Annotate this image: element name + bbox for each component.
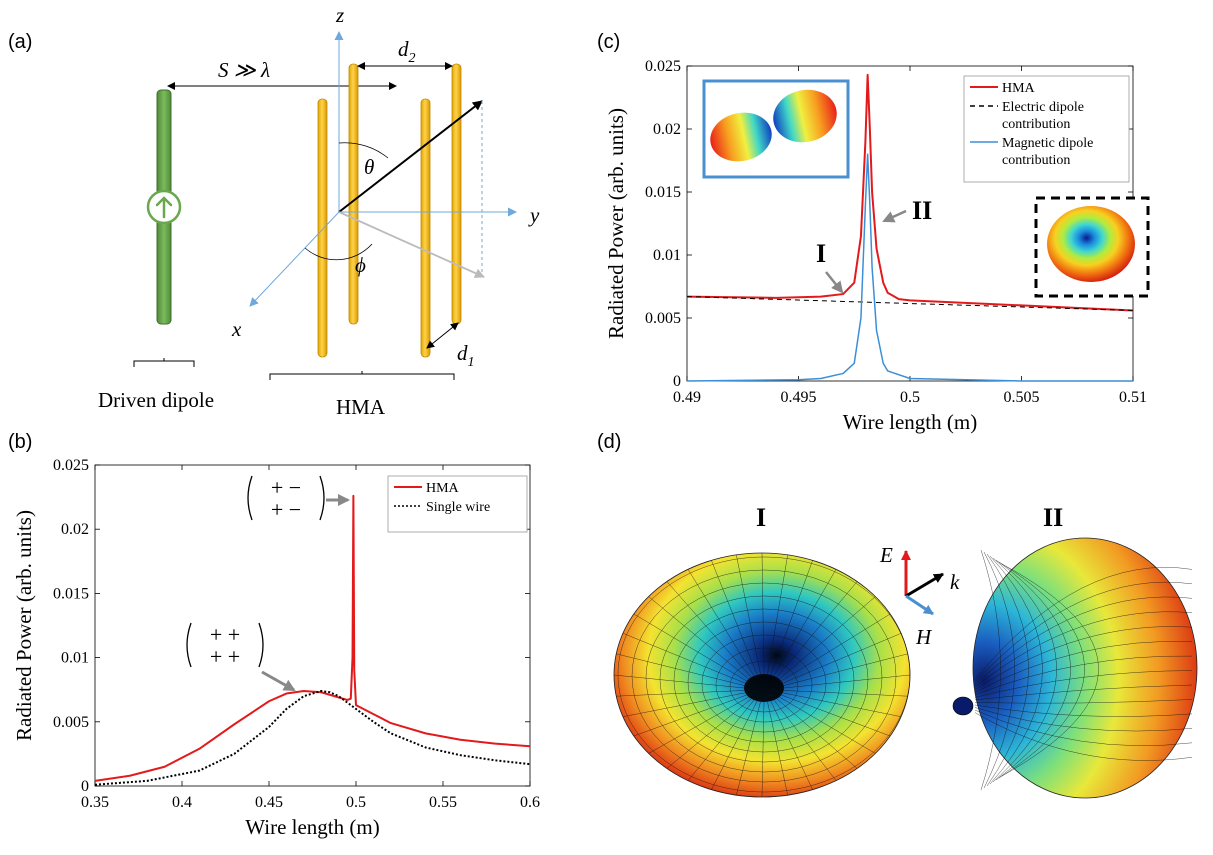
label-II: II bbox=[1043, 503, 1063, 532]
chart-b-annotation-row1: + − bbox=[271, 475, 301, 500]
chart-b-annotation-arrow bbox=[261, 670, 296, 692]
chart-c-ytick-label: 0.005 bbox=[645, 310, 681, 327]
chart-b-xlabel: Wire length (m) bbox=[245, 815, 379, 839]
projection-vector bbox=[338, 211, 485, 278]
chart-b-ytick-label: 0.01 bbox=[61, 650, 89, 667]
hma-bracket bbox=[269, 371, 455, 380]
pattern-I bbox=[613, 552, 911, 798]
pattern-II bbox=[952, 537, 1198, 799]
panel-b-label: (b) bbox=[8, 431, 32, 453]
chart-b-annotation-row1: + + bbox=[210, 622, 240, 647]
chart-b-annotation-row2: + + bbox=[210, 644, 240, 669]
hma-label: HMA bbox=[336, 395, 386, 419]
chart-b-xtick-label: 0.6 bbox=[520, 794, 540, 811]
chart-b-ytick-label: 0 bbox=[81, 778, 89, 795]
chart-b-legend-label: Single wire bbox=[426, 500, 490, 515]
d1-arrow bbox=[426, 322, 459, 349]
panel-c: (c) 0.49 0.495 0.5 0.505 0.51 0 0.005 0.01 0.015… bbox=[597, 31, 1150, 434]
chart-b-xtick-label: 0.4 bbox=[172, 794, 192, 811]
chart-c-series-1 bbox=[686, 296, 1134, 311]
chart-c-legend bbox=[963, 75, 1130, 183]
chart-b-ytick-label: 0.02 bbox=[61, 521, 89, 538]
chart-c-ytick-label: 0.02 bbox=[653, 121, 681, 138]
driven-dipole bbox=[146, 89, 182, 325]
separation-label: S ≫ λ bbox=[218, 58, 270, 82]
chart-c-series-2 bbox=[686, 153, 1133, 382]
chart-c-series-0 bbox=[686, 73, 1134, 312]
chart-c-xtick-label: 0.49 bbox=[673, 389, 701, 406]
chart-b-annotation-0: + −+ − bbox=[247, 475, 325, 522]
driven-bracket bbox=[133, 358, 195, 367]
chart-c-annotation-arrow bbox=[825, 271, 844, 294]
z-axis-label: z bbox=[335, 3, 344, 27]
field-triad: E k H bbox=[879, 543, 960, 649]
chart-c-xtick-label: 0.505 bbox=[1004, 389, 1040, 406]
d1-label: d1 bbox=[457, 341, 475, 370]
inset-magnetic-pattern bbox=[702, 79, 850, 179]
panel-a-label: (a) bbox=[8, 31, 32, 53]
chart-b-legend-label: HMA bbox=[426, 481, 460, 496]
chart-c-xtick-label: 0.495 bbox=[781, 389, 817, 406]
k-vector-label: k bbox=[950, 570, 960, 594]
chart-b-annotation-row2: + − bbox=[271, 497, 301, 522]
h-field-label: H bbox=[915, 625, 933, 649]
panel-d-label: (d) bbox=[597, 431, 621, 453]
chart-c-legend-label: Magnetic dipole contribution bbox=[1002, 136, 1093, 168]
k-vector-arrow bbox=[905, 572, 944, 598]
chart-b-series-1 bbox=[94, 689, 531, 786]
e-field-label: E bbox=[879, 543, 893, 567]
chart-b-xtick-label: 0.55 bbox=[429, 794, 457, 811]
chart-b-ytick-label: 0.015 bbox=[53, 585, 89, 602]
phi-label: ϕ bbox=[355, 253, 366, 277]
chart-c-annotation-I: I bbox=[816, 239, 826, 268]
chart-c-legend-label: Electric dipole contribution bbox=[1002, 100, 1084, 132]
theta-label: θ bbox=[364, 155, 374, 179]
chart-b-series-0 bbox=[94, 494, 531, 782]
hma-wires bbox=[317, 63, 462, 358]
chart-c-ytick-label: 0.01 bbox=[653, 247, 681, 264]
chart-c-ytick-label: 0 bbox=[673, 373, 681, 390]
chart-b-xtick-label: 0.45 bbox=[255, 794, 283, 811]
chart-b: 0.35 0.4 0.45 0.5 0.55 0.6 0 0.005 0.01 0.015 0.02… bbox=[12, 457, 540, 839]
chart-c-annotation-II: II bbox=[912, 196, 932, 225]
chart-c-xtick-label: 0.51 bbox=[1119, 389, 1147, 406]
chart-c-xtick-label: 0.5 bbox=[900, 389, 920, 406]
panel-c-label: (c) bbox=[597, 31, 620, 53]
chart-b-ylabel: Radiated Power (arb. units) bbox=[12, 510, 36, 741]
x-axis bbox=[249, 211, 340, 307]
chart-c-xlabel: Wire length (m) bbox=[843, 410, 977, 434]
chart-c-ytick-label: 0.015 bbox=[645, 184, 681, 201]
panel-d: (d) I II E k H bbox=[597, 431, 1198, 799]
theta-arc bbox=[338, 142, 389, 159]
chart-c-legend-label: HMA bbox=[1002, 81, 1036, 96]
label-I: I bbox=[756, 503, 766, 532]
d2-label: d2 bbox=[398, 37, 416, 66]
chart-c-ylabel: Radiated Power (arb. units) bbox=[604, 108, 628, 339]
chart-c-ytick-label: 0.025 bbox=[645, 58, 681, 75]
driven-dipole-label: Driven dipole bbox=[98, 388, 214, 412]
inset-electric-pattern bbox=[1034, 196, 1150, 298]
direction-vector bbox=[338, 100, 483, 213]
h-field-arrow bbox=[905, 594, 934, 616]
chart-c-annotation-arrow bbox=[882, 209, 907, 223]
panel-b: (b) 0.35 0.4 0.45 0.5 0.55 0.6 0 0.005 0.01 0.015… bbox=[8, 431, 540, 839]
chart-b-ytick-label: 0.025 bbox=[53, 457, 89, 474]
x-axis-label: x bbox=[231, 317, 242, 341]
chart-b-xtick-label: 0.35 bbox=[81, 794, 109, 811]
chart-b-xtick-label: 0.5 bbox=[346, 794, 366, 811]
chart-b-annotation-1: + ++ + bbox=[186, 622, 264, 669]
phi-arc bbox=[304, 243, 373, 261]
panel-a: (a) S ≫ λ z y x θ ϕ bbox=[8, 3, 540, 419]
chart-b-ytick-label: 0.005 bbox=[53, 714, 89, 731]
y-axis-label: y bbox=[528, 203, 540, 227]
chart-b-legend bbox=[387, 475, 528, 533]
